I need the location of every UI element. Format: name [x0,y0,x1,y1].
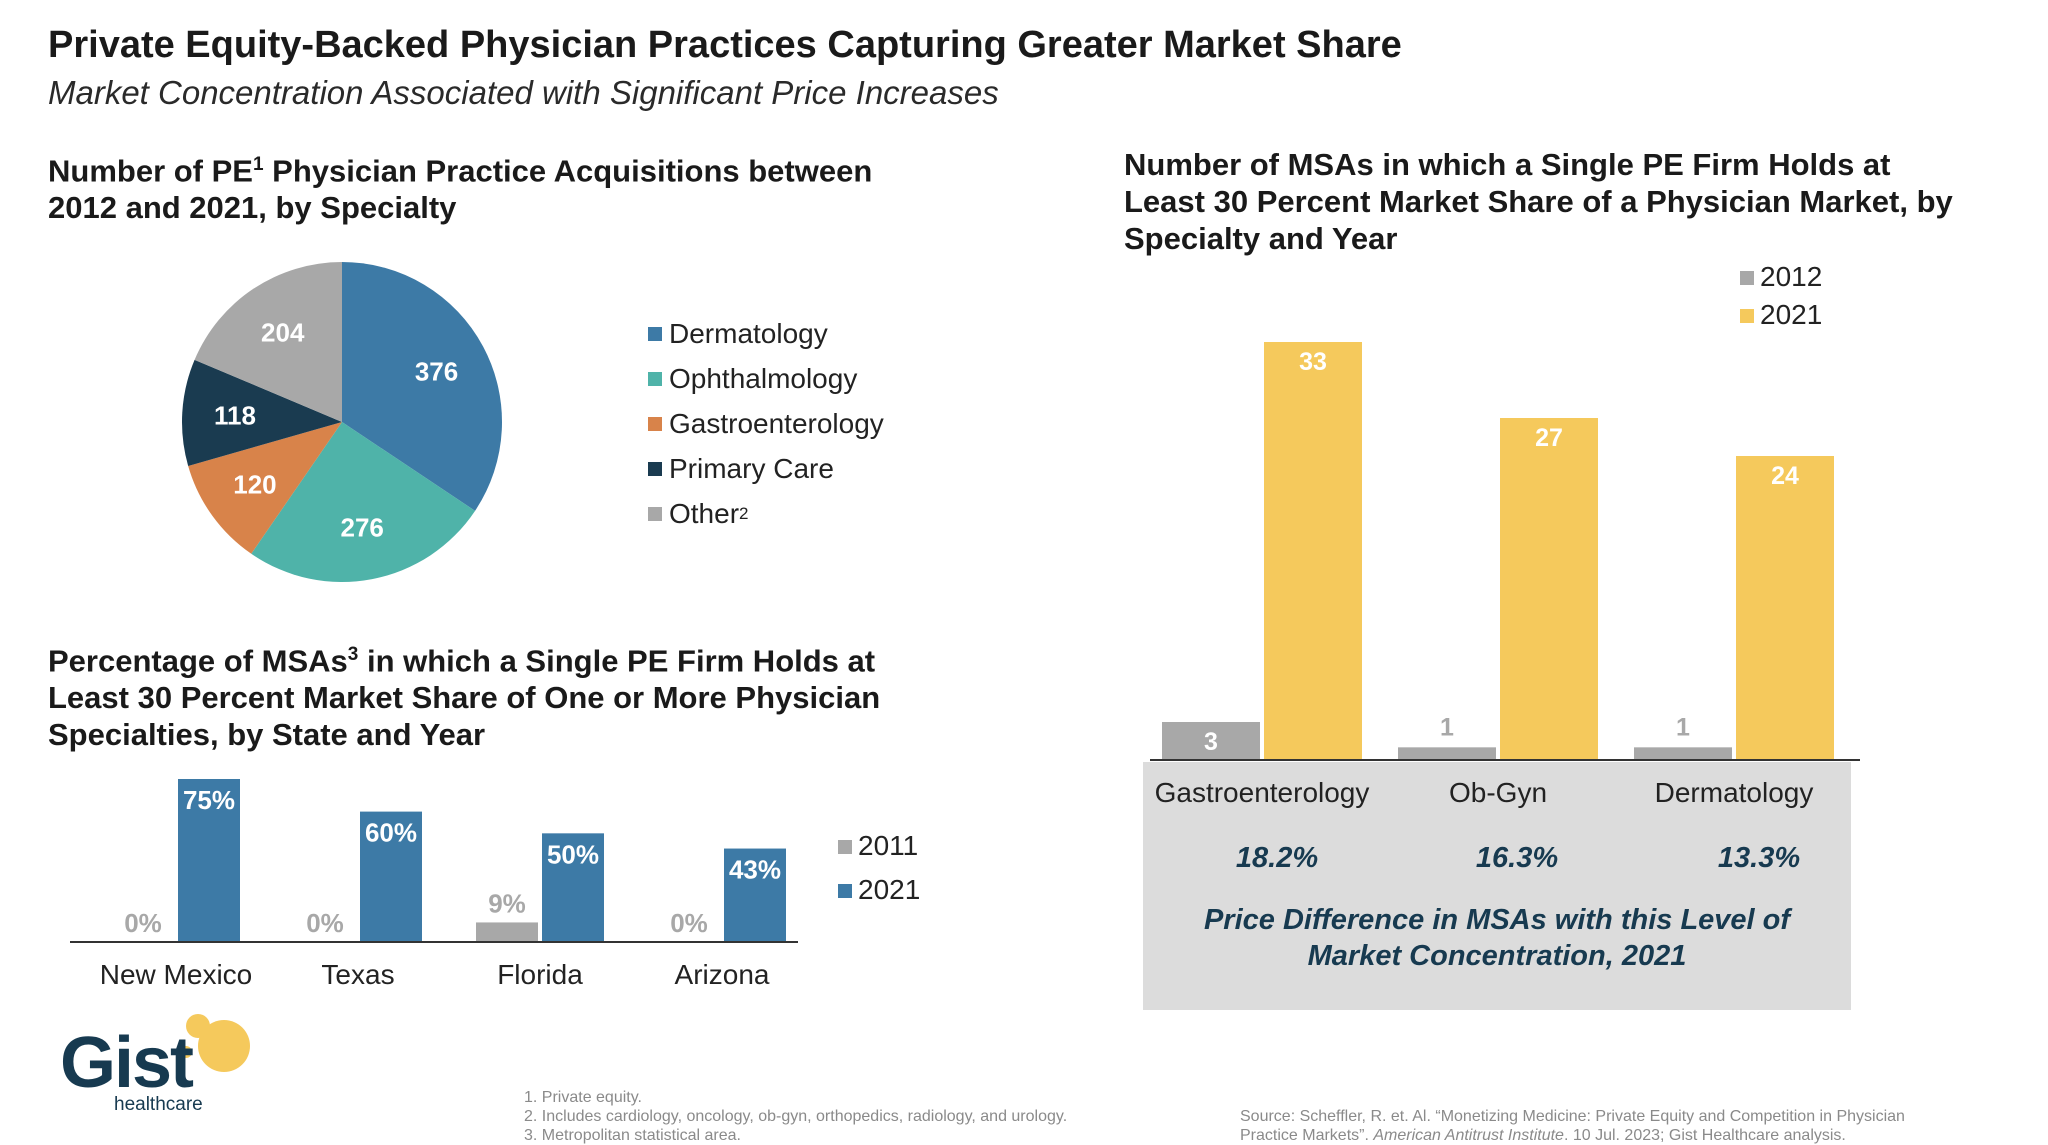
legend-swatch-other [648,507,662,521]
bar-ob-gyn-2012 [1398,747,1496,760]
bar-label-dermatology-2012: 1 [1676,713,1690,741]
legend-label-2021: 2021 [1760,299,1822,330]
pie-slice-gastroenterology [188,422,342,554]
bar-label-arizona-2011: 0% [670,908,708,938]
bar-label-dermatology-2021: 24 [1771,462,1799,490]
legend-item-primary-care: Primary Care [648,453,834,485]
legend-swatch-primary-care [648,462,662,476]
bar-label-ob-gyn-2012: 1 [1440,713,1454,741]
pie-label-other: 204 [261,318,305,348]
price-difference-panel: 18.2% 16.3% 13.3% Price Difference in MS… [1143,762,1851,1010]
msa-bar-chart: 333Gastroenterology127Ob-Gyn124Dermatolo… [1150,261,1860,808]
pie-label-gastroenterology: 120 [233,470,276,500]
bar-label-texas-2021: 60% [365,818,417,848]
category-label-new-mexico: New Mexico [100,959,252,990]
footnote-3: 3. Metropolitan statistical area. [524,1127,741,1144]
legend-item-other: Other 2 [648,498,749,530]
page-title: Private Equity-Backed Physician Practice… [48,24,1402,66]
bar-ob-gyn-2021 [1500,418,1598,760]
logo-dots-icon [180,1014,250,1072]
footnote-1: 1. Private equity. [524,1089,642,1106]
pie-label-primary-care: 118 [214,401,256,431]
bar-arizona-2021 [724,848,786,942]
bar-florida-2021 [542,833,604,942]
category-label-florida: Florida [497,959,583,990]
legend-item-gastroenterology: Gastroenterology [648,408,884,440]
source-note: Source: Scheffler, R. et. Al. “Monetizin… [1240,1108,1905,1144]
legend-swatch-gastroenterology [648,417,662,431]
gist-logo-subtitle: healthcare [114,1094,203,1115]
page-subtitle: Market Concentration Associated with Sig… [48,74,999,111]
msa-chart-title: Number of MSAs in which a Single PE Firm… [1124,147,1953,256]
footnote-2: 2. Includes cardiology, oncology, ob-gyn… [524,1108,1068,1125]
category-label-arizona: Arizona [675,959,770,990]
pie-slice-primary-care [182,359,342,466]
pie-slice-dermatology [342,262,502,511]
legend-label-2011: 2011 [858,830,918,861]
pie-chart: 376 276 120 118 204 [182,262,502,582]
pie-label-ophthalmology: 276 [341,512,384,542]
legend-label-2021: 2021 [858,874,920,905]
bar-dermatology-2021 [1736,456,1834,760]
legend-swatch-2012 [1740,271,1754,285]
bar-gastroenterology-2021 [1264,342,1362,760]
bar-label-new-mexico-2021: 75% [183,785,235,815]
legend-swatch-dermatology [648,327,662,341]
bar-label-arizona-2021: 43% [729,855,781,885]
bar-gastroenterology-2012 [1162,722,1260,760]
bar-texas-2021 [360,811,422,942]
price-diff-gastroenterology: 18.2% [1235,842,1319,874]
pie-legend: Dermatology Ophthalmology Gastroenterolo… [648,318,948,548]
bar-label-new-mexico-2011: 0% [124,908,162,938]
pie-chart-title: Number of PE1 Physician Practice Acquisi… [48,153,873,226]
state-bar-chart: 0% 75% New Mexico 0% 60% Texas 9% 50% Florida 0% 4… [70,779,920,990]
pie-slice-other [194,262,342,422]
price-difference-caption: Price Difference in MSAs with this Level… [1203,904,1791,972]
pie-label-dermatology: 376 [415,356,458,386]
legend-label-2012: 2012 [1760,261,1822,292]
category-label-ob-gyn: Ob-Gyn [1449,777,1547,808]
bar-dermatology-2012 [1634,747,1732,760]
price-diff-dermatology: 13.3% [1717,842,1801,874]
bar-label-florida-2011: 9% [488,888,526,918]
gist-logo: Gist [60,1023,194,1103]
price-diff-ob-gyn: 16.3% [1475,842,1559,874]
category-label-texas: Texas [321,959,394,990]
legend-swatch-ophthalmology [648,372,662,386]
bar-florida-2011 [476,922,538,942]
bar-label-gastroenterology-2012: 3 [1204,728,1218,756]
bar-new-mexico-2021 [178,779,240,942]
legend-swatch-2011 [838,840,852,854]
pie-slice-ophthalmology [251,422,476,582]
legend-swatch-2021 [838,884,852,898]
bar-label-gastroenterology-2021: 33 [1299,348,1327,376]
legend-swatch-2021 [1740,309,1754,323]
bar-label-texas-2011: 0% [306,908,344,938]
bar-label-florida-2021: 50% [547,839,599,869]
category-label-dermatology: Dermatology [1655,777,1814,808]
legend-item-ophthalmology: Ophthalmology [648,363,857,395]
bar-label-ob-gyn-2021: 27 [1535,424,1563,452]
legend-item-dermatology: Dermatology [648,318,828,350]
category-label-gastroenterology: Gastroenterology [1155,777,1370,808]
footnotes: 1. Private equity. 2. Includes cardiolog… [524,1088,1067,1145]
state-chart-title: Percentage of MSAs3 in which a Single PE… [48,643,881,753]
